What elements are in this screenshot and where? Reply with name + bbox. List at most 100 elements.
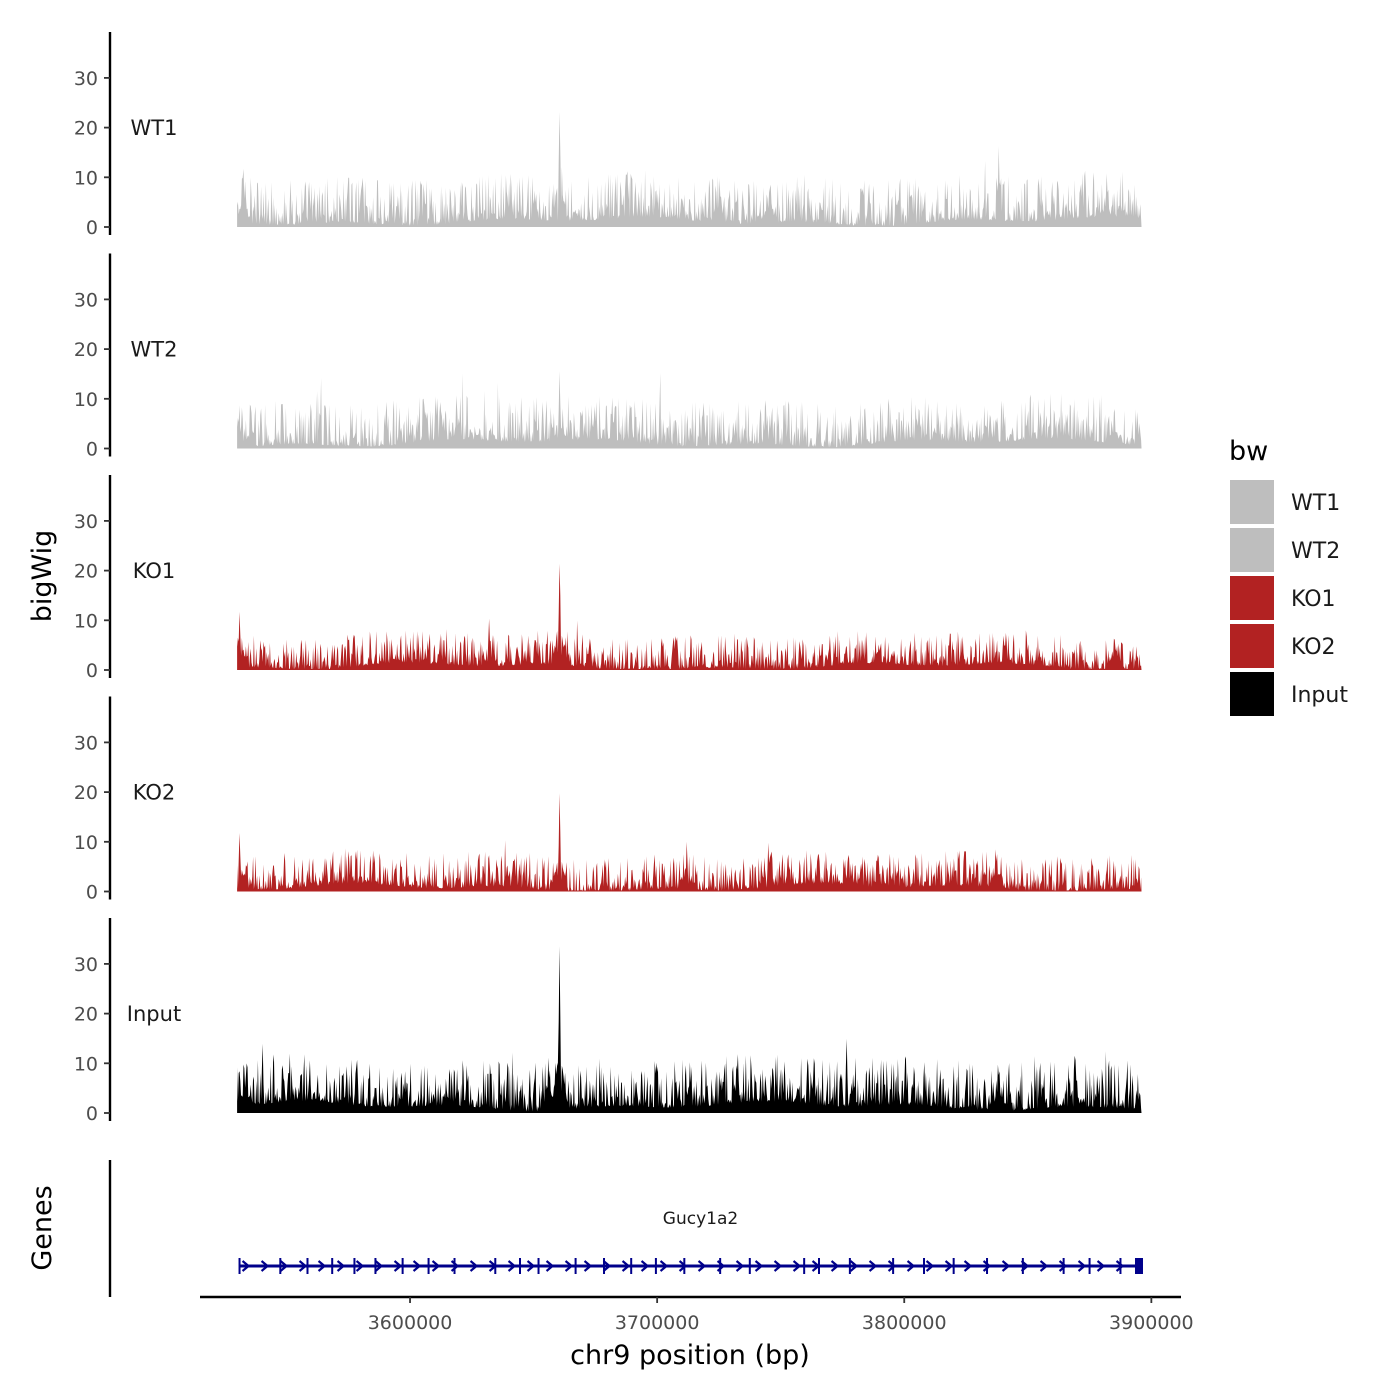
strand-chevron	[982, 1260, 992, 1272]
exon	[238, 1258, 241, 1274]
track-ko2: 0 10 20 30 KO2	[74, 696, 1142, 904]
exon	[1119, 1258, 1122, 1274]
coverage-area	[237, 111, 1142, 227]
y-tick-label: 0	[86, 660, 98, 682]
coverage-area	[237, 793, 1142, 892]
coverage-area	[237, 946, 1142, 1113]
strand-chevron	[469, 1260, 479, 1272]
strand-chevron	[1001, 1260, 1011, 1272]
x-axis-title: chr9 position (bp)	[570, 1340, 810, 1371]
legend-swatch	[1230, 672, 1274, 716]
exon	[427, 1258, 430, 1274]
strand-chevron	[868, 1260, 878, 1272]
strand-chevron	[241, 1260, 251, 1272]
y-tick-label: 20	[74, 339, 98, 361]
exon	[453, 1258, 456, 1274]
exon	[603, 1258, 606, 1274]
strand-chevron	[735, 1260, 745, 1272]
y-tick-label: 20	[74, 1004, 98, 1026]
y-tick-label: 0	[86, 217, 98, 239]
y-tick-label: 20	[74, 561, 98, 583]
legend-swatch	[1230, 576, 1274, 620]
y-axis-title: bigWig	[27, 530, 58, 623]
strand-chevron	[1039, 1260, 1049, 1272]
exon	[401, 1258, 404, 1274]
exon	[374, 1258, 377, 1274]
exon	[683, 1258, 686, 1274]
track-input: 0 10 20 30 Input	[74, 918, 1142, 1125]
strand-chevron	[925, 1260, 935, 1272]
exon	[748, 1258, 751, 1274]
strand-chevron	[963, 1260, 973, 1272]
strand-chevron	[1058, 1260, 1068, 1272]
strand-chevron	[412, 1260, 422, 1272]
exon	[331, 1258, 334, 1274]
strand-chevron	[659, 1260, 669, 1272]
y-tick-label: 30	[74, 732, 98, 754]
strand-chevron	[697, 1260, 707, 1272]
legend-swatch	[1230, 528, 1274, 572]
strand-chevron	[564, 1260, 574, 1272]
strand-chevron	[317, 1260, 327, 1272]
y-tick-label: 30	[74, 954, 98, 976]
y-tick-label: 0	[86, 1103, 98, 1125]
exon	[574, 1258, 577, 1274]
exon	[630, 1258, 633, 1274]
strand-chevron	[830, 1260, 840, 1272]
strand-chevron	[374, 1260, 384, 1272]
exon	[1021, 1258, 1024, 1274]
coverage-area	[237, 370, 1142, 449]
strand-chevron	[298, 1260, 308, 1272]
exon	[279, 1258, 282, 1274]
track-label: WT2	[131, 338, 178, 362]
legend-item-input: Input	[1230, 672, 1348, 716]
track-label: Input	[127, 1002, 181, 1026]
strand-chevron	[336, 1260, 346, 1272]
strand-chevron	[906, 1260, 916, 1272]
legend-item-wt2: WT2	[1230, 528, 1340, 572]
strand-chevron	[678, 1260, 688, 1272]
y-tick-label: 30	[74, 68, 98, 90]
genes-axis-title: Genes	[27, 1185, 58, 1270]
y-tick-label: 10	[74, 1053, 98, 1075]
exon	[952, 1258, 955, 1274]
legend-label: WT1	[1291, 491, 1340, 516]
strand-chevron	[640, 1260, 650, 1272]
exon	[892, 1258, 895, 1274]
legend-label: KO2	[1291, 635, 1336, 660]
exon	[518, 1258, 521, 1274]
exon	[817, 1258, 820, 1274]
legend-swatch	[1230, 624, 1274, 668]
exon	[1062, 1258, 1065, 1274]
legend-item-wt1: WT1	[1230, 480, 1340, 524]
legend-item-ko2: KO2	[1230, 624, 1336, 668]
y-tick-label: 10	[74, 610, 98, 632]
y-tick-label: 10	[74, 167, 98, 189]
legend-label: WT2	[1291, 539, 1340, 564]
strand-chevron	[431, 1260, 441, 1272]
gene-name: Gucy1a2	[663, 1209, 738, 1229]
track-label: WT1	[131, 116, 178, 140]
exon	[1134, 1258, 1143, 1274]
legend-item-ko1: KO1	[1230, 576, 1336, 620]
strand-chevron	[849, 1260, 859, 1272]
track-label: KO2	[133, 781, 176, 805]
track-wt1: 0 10 20 30 WT1	[74, 32, 1142, 239]
strand-chevron	[507, 1260, 517, 1272]
exon	[803, 1258, 806, 1274]
exon	[654, 1258, 657, 1274]
exon	[494, 1258, 497, 1274]
exon	[306, 1258, 309, 1274]
gene-gucy1a2: Gucy1a2	[238, 1209, 1143, 1274]
y-tick-label: 30	[74, 289, 98, 311]
strand-chevron	[279, 1260, 289, 1272]
x-axis: 3600000 3700000 3800000 3900000	[200, 1295, 1194, 1334]
strand-chevron	[260, 1260, 270, 1272]
coverage-area	[237, 563, 1142, 670]
strand-chevron	[1096, 1260, 1106, 1272]
strand-chevron	[621, 1260, 631, 1272]
exon	[923, 1258, 926, 1274]
y-tick-label: 0	[86, 439, 98, 461]
strand-chevron	[545, 1260, 555, 1272]
